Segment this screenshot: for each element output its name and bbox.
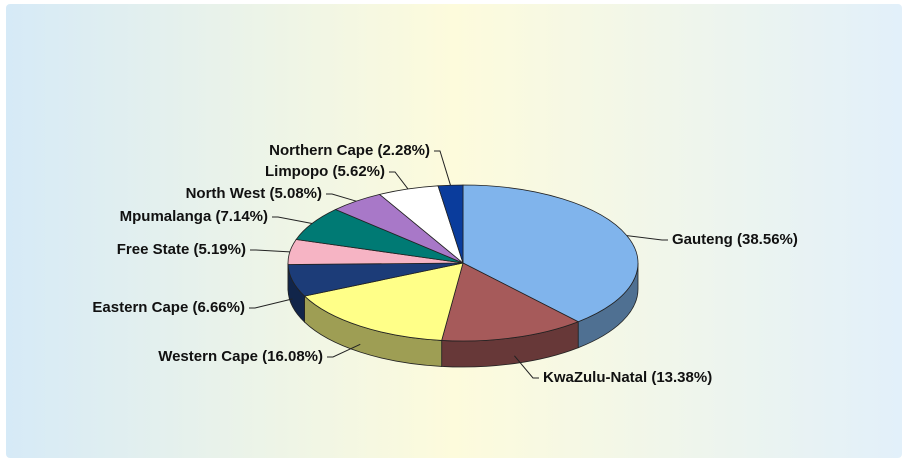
slice-label: Mpumalanga (7.14%): [120, 208, 268, 225]
slice-label: KwaZulu-Natal (13.38%): [543, 369, 712, 386]
slice-label: Northern Cape (2.28%): [269, 142, 430, 159]
slice-label: Gauteng (38.56%): [672, 231, 798, 248]
slice-label: North West (5.08%): [186, 185, 322, 202]
slice-label: Western Cape (16.08%): [158, 348, 323, 365]
slice-label: Eastern Cape (6.66%): [92, 299, 245, 316]
slice-label: Free State (5.19%): [117, 241, 246, 258]
slice-label: Limpopo (5.62%): [265, 163, 385, 180]
